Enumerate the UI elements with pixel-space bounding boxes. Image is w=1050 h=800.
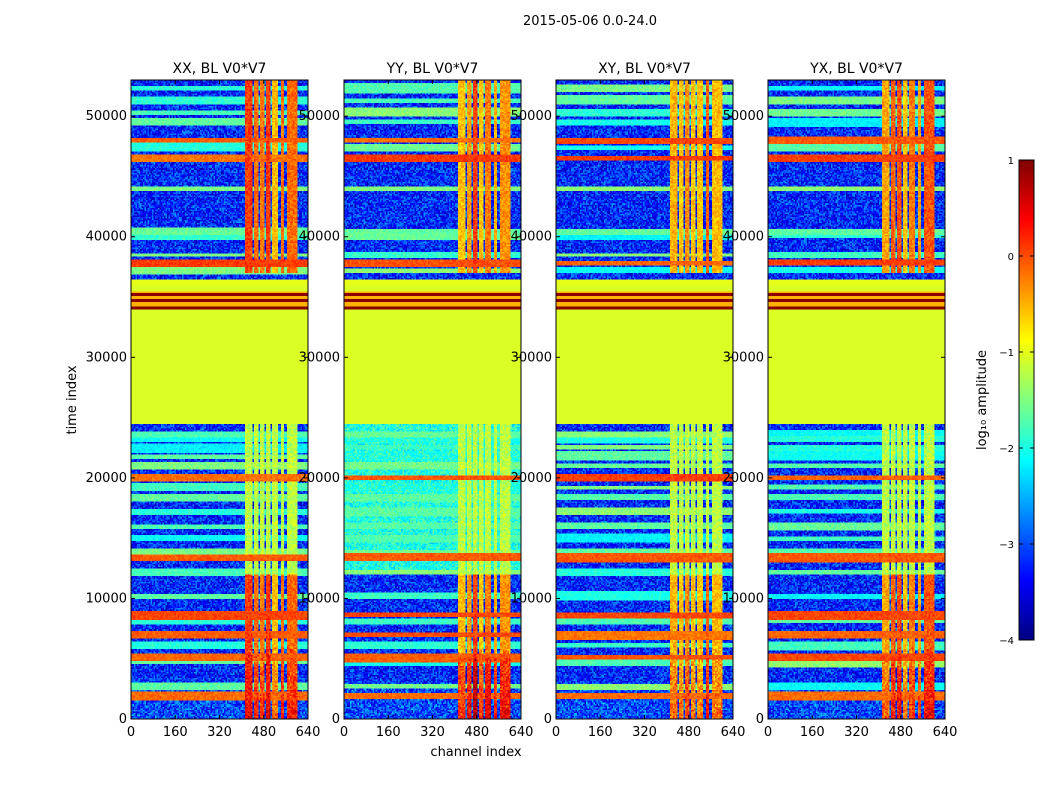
x-tick-label: 0 [764, 725, 772, 740]
y-tick-label: 10000 [299, 591, 340, 606]
panel-2: XY, BL V0*V7 0 160 320 480 640 0 10000 20000 3000… [511, 61, 746, 740]
x-tick-label: 160 [163, 725, 188, 740]
panel-0: XX, BL V0*V7 0 160 320 480 640 0 10000 20000 3000… [86, 61, 321, 740]
y-tick-label: 30000 [723, 350, 764, 365]
y-tick-label: 50000 [86, 109, 127, 124]
x-tick-label: 160 [800, 725, 825, 740]
y-tick-label: 20000 [86, 471, 127, 486]
y-tick-label: 0 [119, 712, 127, 727]
y-tick-label: 0 [756, 712, 764, 727]
y-tick-label: 10000 [511, 591, 552, 606]
y-tick-label: 40000 [86, 230, 127, 245]
heatmap-image-3 [768, 80, 945, 719]
panel-title-2: XY, BL V0*V7 [598, 61, 691, 77]
y-tick-label: 40000 [511, 230, 552, 245]
y-tick-label: 10000 [723, 591, 764, 606]
panel-title-0: XX, BL V0*V7 [173, 61, 267, 77]
colorbar-tick-label: −3 [999, 540, 1014, 551]
x-tick-label: 320 [632, 725, 657, 740]
colorbar-tick-label: −2 [999, 444, 1014, 455]
x-tick-label: 640 [933, 725, 958, 740]
x-tick-label: 480 [251, 725, 276, 740]
figure-suptitle: 2015-05-06 0.0-24.0 [523, 14, 657, 29]
y-tick-label: 20000 [723, 471, 764, 486]
x-tick-label: 320 [844, 725, 869, 740]
x-tick-label: 0 [340, 725, 348, 740]
panel-title-3: YX, BL V0*V7 [809, 61, 903, 77]
y-tick-label: 0 [544, 712, 552, 727]
x-tick-label: 640 [721, 725, 746, 740]
x-tick-label: 320 [420, 725, 445, 740]
x-tick-label: 640 [509, 725, 534, 740]
x-tick-label: 160 [376, 725, 401, 740]
colorbar-tick-label: −4 [999, 636, 1014, 647]
y-tick-label: 40000 [299, 230, 340, 245]
x-tick-label: 480 [888, 725, 913, 740]
colorbar-frame [1018, 159, 1035, 641]
x-tick-label: 320 [207, 725, 232, 740]
y-tick-label: 20000 [511, 471, 552, 486]
y-tick-label: 40000 [723, 230, 764, 245]
heatmap-image-0 [131, 80, 308, 719]
y-tick-label: 30000 [511, 350, 552, 365]
x-tick-label: 480 [676, 725, 701, 740]
y-tick-label: 50000 [299, 109, 340, 124]
colorbar-tick-label: 0 [1008, 252, 1014, 263]
y-tick-label: 10000 [86, 591, 127, 606]
y-tick-label: 20000 [299, 471, 340, 486]
x-tick-label: 160 [588, 725, 613, 740]
x-tick-label: 0 [127, 725, 135, 740]
colorbar-gradient [1019, 160, 1034, 640]
heatmap-image-1 [344, 80, 521, 719]
panel-3: YX, BL V0*V7 0 160 320 480 640 0 10000 20000 3000… [723, 61, 958, 740]
y-tick-label: 50000 [723, 109, 764, 124]
x-tick-label: 640 [296, 725, 321, 740]
x-axis-label: channel index [430, 745, 521, 760]
x-tick-label: 0 [552, 725, 560, 740]
colorbar-label: log₁₀ amplitude [975, 350, 990, 450]
colorbar-tick-label: 1 [1008, 156, 1014, 167]
y-tick-label: 50000 [511, 109, 552, 124]
y-axis-label: time index [65, 365, 80, 434]
y-tick-label: 30000 [86, 350, 127, 365]
y-tick-label: 0 [332, 712, 340, 727]
y-tick-label: 30000 [299, 350, 340, 365]
panel-title-1: YY, BL V0*V7 [386, 61, 479, 77]
panel-1: YY, BL V0*V7 0 160 320 480 640 0 10000 20000 3000… [299, 61, 534, 740]
heatmap-image-2 [556, 80, 733, 719]
colorbar: 1 0 −1 −2 −3 −4 log₁₀ amplitude [975, 156, 1035, 647]
colorbar-tick-label: −1 [999, 348, 1014, 359]
x-tick-label: 480 [464, 725, 489, 740]
